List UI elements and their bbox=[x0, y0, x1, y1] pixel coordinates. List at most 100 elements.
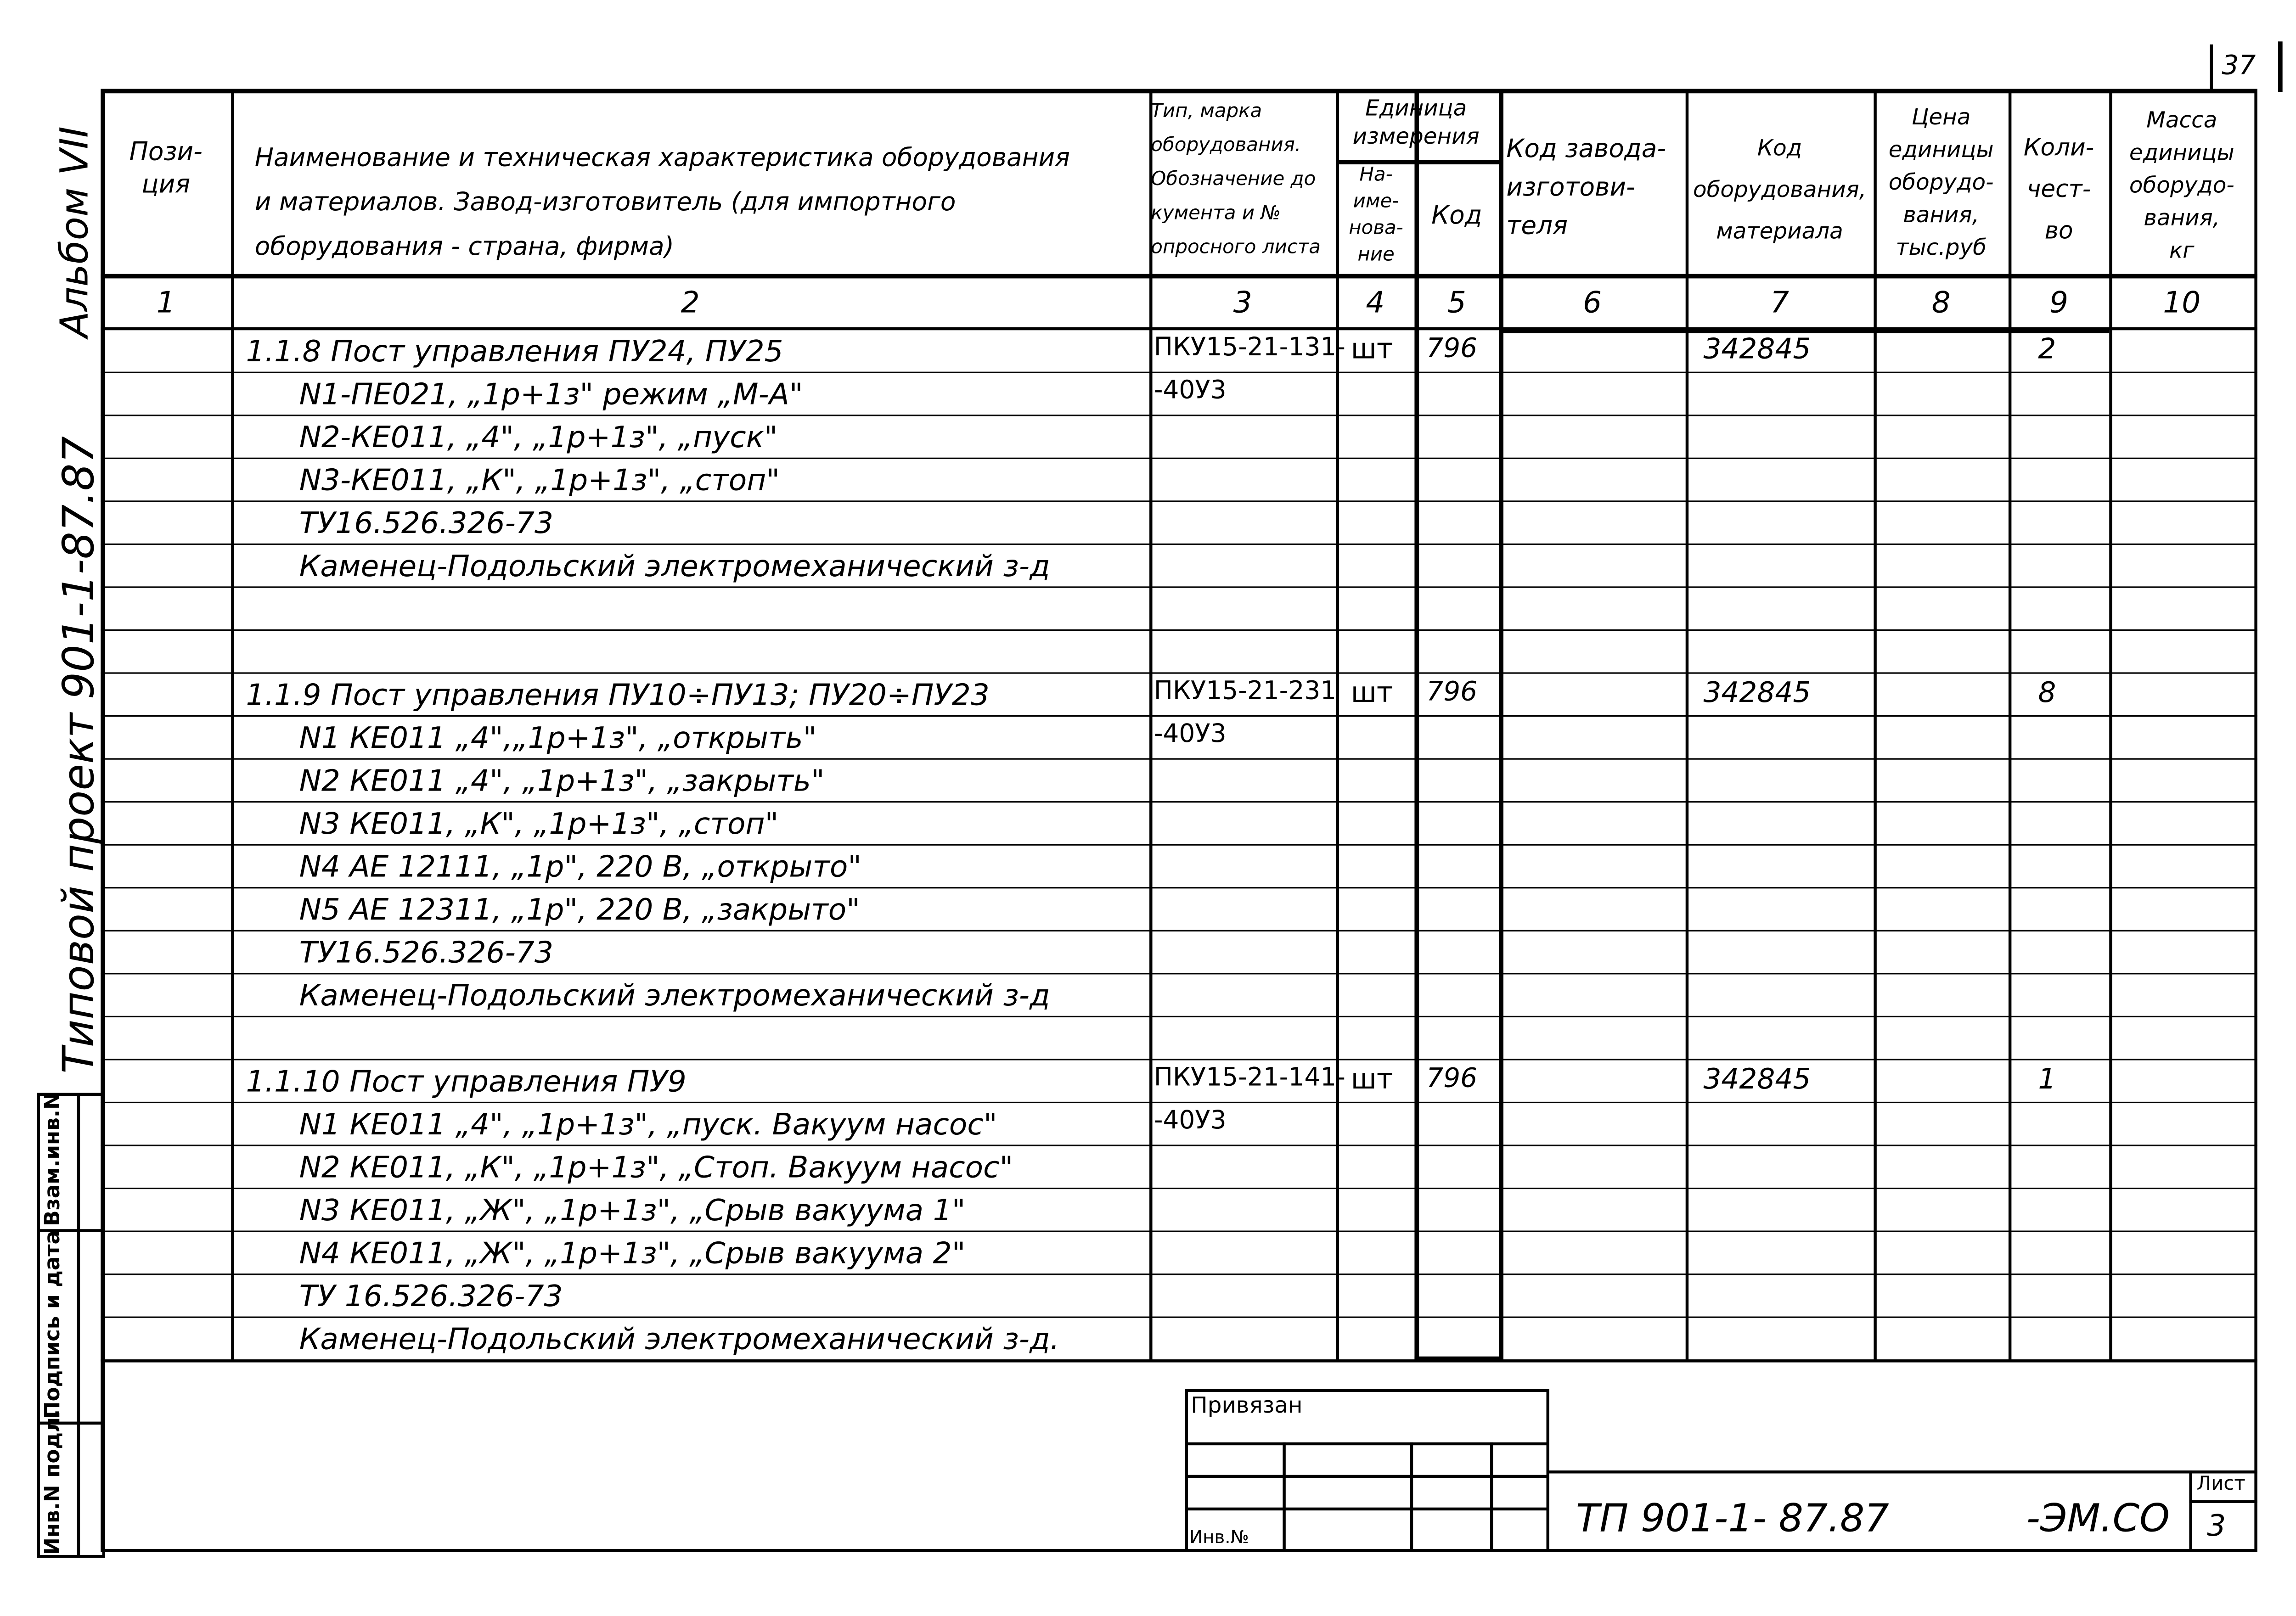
stamp-inv-podl: Инв.N подл. bbox=[41, 1409, 65, 1555]
album-label: Альбом VII bbox=[53, 126, 98, 338]
row-type: ПКУ15-21-131- bbox=[1154, 333, 1345, 363]
row-code: 796 bbox=[1426, 1063, 1478, 1094]
column-number: 3 bbox=[1233, 284, 1252, 320]
grid-line bbox=[101, 586, 231, 588]
row-type: -40У3 bbox=[1154, 376, 1227, 406]
grid-line bbox=[101, 715, 231, 717]
column-number: 8 bbox=[1931, 284, 1951, 320]
row-type: -40У3 bbox=[1154, 719, 1227, 750]
grid-line bbox=[101, 1316, 231, 1318]
header-quantity: Коли- чест- во bbox=[2023, 133, 2094, 245]
grid-line bbox=[101, 1230, 231, 1232]
grid-line bbox=[231, 672, 2257, 674]
row-unit: шт bbox=[1351, 333, 1393, 366]
row-name: N4 АЕ 12111, „1р", 220 В, „открыто" bbox=[299, 848, 862, 884]
grid-line bbox=[231, 1274, 2257, 1275]
row-type: ПКУ15-21-231 bbox=[1154, 677, 1337, 707]
grid-line bbox=[231, 415, 2257, 416]
column-number: 9 bbox=[2049, 284, 2069, 320]
grid-line bbox=[101, 758, 231, 760]
column-number: 2 bbox=[681, 284, 700, 320]
row-name: 1.1.10 Пост управления ПУ9 bbox=[246, 1063, 687, 1099]
row-quantity: 1 bbox=[2038, 1063, 2056, 1096]
grid-line bbox=[1685, 89, 1689, 1360]
grid-line bbox=[231, 371, 2257, 373]
grid-line bbox=[101, 274, 2257, 279]
grid-line bbox=[101, 415, 231, 416]
grid-line bbox=[101, 500, 231, 502]
document-suffix: -ЭМ.СО bbox=[2026, 1497, 2170, 1542]
grid-line bbox=[1336, 89, 1339, 1360]
grid-line bbox=[101, 1059, 231, 1060]
row-equipment-code: 342845 bbox=[1703, 333, 1811, 366]
row-unit: шт bbox=[1351, 677, 1393, 710]
grid-line bbox=[101, 672, 231, 674]
grid-line bbox=[101, 887, 231, 889]
header-factory-code: Код завода- изготови- теля bbox=[1506, 135, 1666, 241]
grid-line bbox=[231, 1101, 2257, 1104]
row-name: N1-ПЕ021, „1р+1з" режим „М-А" bbox=[299, 376, 803, 412]
grid-line bbox=[231, 457, 2257, 459]
page-number: 37 bbox=[2222, 50, 2256, 82]
stamp-signature: Подпись и дата bbox=[41, 1230, 65, 1419]
header-equipment-code: Код оборудования, материала bbox=[1693, 135, 1867, 245]
row-name: ТУ16.526.326-73 bbox=[299, 934, 554, 970]
row-name: N4 КЕ011, „Ж", „1р+1з", „Срыв вакуума 2" bbox=[299, 1235, 966, 1271]
grid-line bbox=[101, 930, 231, 931]
grid-line bbox=[231, 930, 2257, 931]
grid-line bbox=[2008, 89, 2012, 1360]
row-name: N1 КЕ011 „4",„1р+1з", „открыть" bbox=[299, 719, 817, 756]
grid-line bbox=[101, 1145, 231, 1146]
grid-line bbox=[1149, 89, 1153, 1360]
grid-line bbox=[231, 629, 2257, 631]
grid-line bbox=[231, 801, 2257, 803]
grid-line bbox=[1499, 329, 2110, 333]
header-type: Тип, марка оборудования. Обозначение до … bbox=[1151, 101, 1321, 259]
grid-line bbox=[231, 500, 2257, 502]
row-type: ПКУ15-21-141- bbox=[1154, 1063, 1345, 1093]
grid-line bbox=[231, 1059, 2257, 1060]
grid-line bbox=[101, 1359, 2257, 1363]
grid-line bbox=[1874, 89, 1877, 1360]
grid-line bbox=[101, 1187, 231, 1190]
row-code: 796 bbox=[1426, 333, 1478, 365]
grid-line bbox=[231, 1187, 2257, 1190]
column-number: 1 bbox=[156, 284, 175, 320]
grid-line bbox=[101, 629, 231, 631]
grid-line bbox=[231, 973, 2257, 975]
row-quantity: 2 bbox=[2038, 333, 2056, 366]
column-number: 7 bbox=[1770, 284, 1790, 320]
grid-line bbox=[231, 758, 2257, 760]
sheet-label: Лист bbox=[2196, 1473, 2245, 1496]
grid-line bbox=[101, 371, 231, 373]
grid-line bbox=[2109, 89, 2112, 1360]
grid-line bbox=[101, 1101, 231, 1104]
sheet-value: 3 bbox=[2207, 1507, 2226, 1543]
grid-line bbox=[101, 1016, 231, 1017]
grid-line bbox=[1414, 1356, 1503, 1361]
row-name: N3-КЕ011, „К", „1р+1з", „стоп" bbox=[299, 462, 780, 498]
grid-line bbox=[101, 973, 231, 975]
grid-line bbox=[101, 801, 231, 803]
table-frame bbox=[101, 89, 2257, 1552]
privyazan-label: Привязан bbox=[1191, 1392, 1303, 1419]
row-type: -40У3 bbox=[1154, 1106, 1227, 1136]
row-equipment-code: 342845 bbox=[1703, 1063, 1811, 1096]
grid-line bbox=[101, 327, 2257, 331]
grid-line bbox=[231, 844, 2257, 846]
header-name: Наименование и техническая характеристик… bbox=[254, 143, 1070, 262]
header-unit: Единица измерения bbox=[1352, 95, 1480, 150]
row-quantity: 8 bbox=[2038, 677, 2056, 710]
column-number: 6 bbox=[1582, 284, 1602, 320]
row-name: N2 КЕ011 „4", „1р+1з", „закрыть" bbox=[299, 763, 825, 798]
header-price: Цена единицы оборудо- вания, тыс.руб bbox=[1888, 103, 1994, 261]
row-unit: шт bbox=[1351, 1063, 1393, 1096]
grid-line bbox=[231, 1145, 2257, 1146]
grid-line bbox=[231, 1016, 2257, 1017]
row-name: N3 КЕ011, „Ж", „1р+1з", „Срыв вакуума 1" bbox=[299, 1192, 966, 1228]
header-unit-code: Код bbox=[1431, 204, 1482, 228]
grid-line bbox=[101, 457, 231, 459]
row-name: 1.1.8 Пост управления ПУ24, ПУ25 bbox=[246, 333, 783, 369]
grid-line bbox=[101, 1274, 231, 1275]
